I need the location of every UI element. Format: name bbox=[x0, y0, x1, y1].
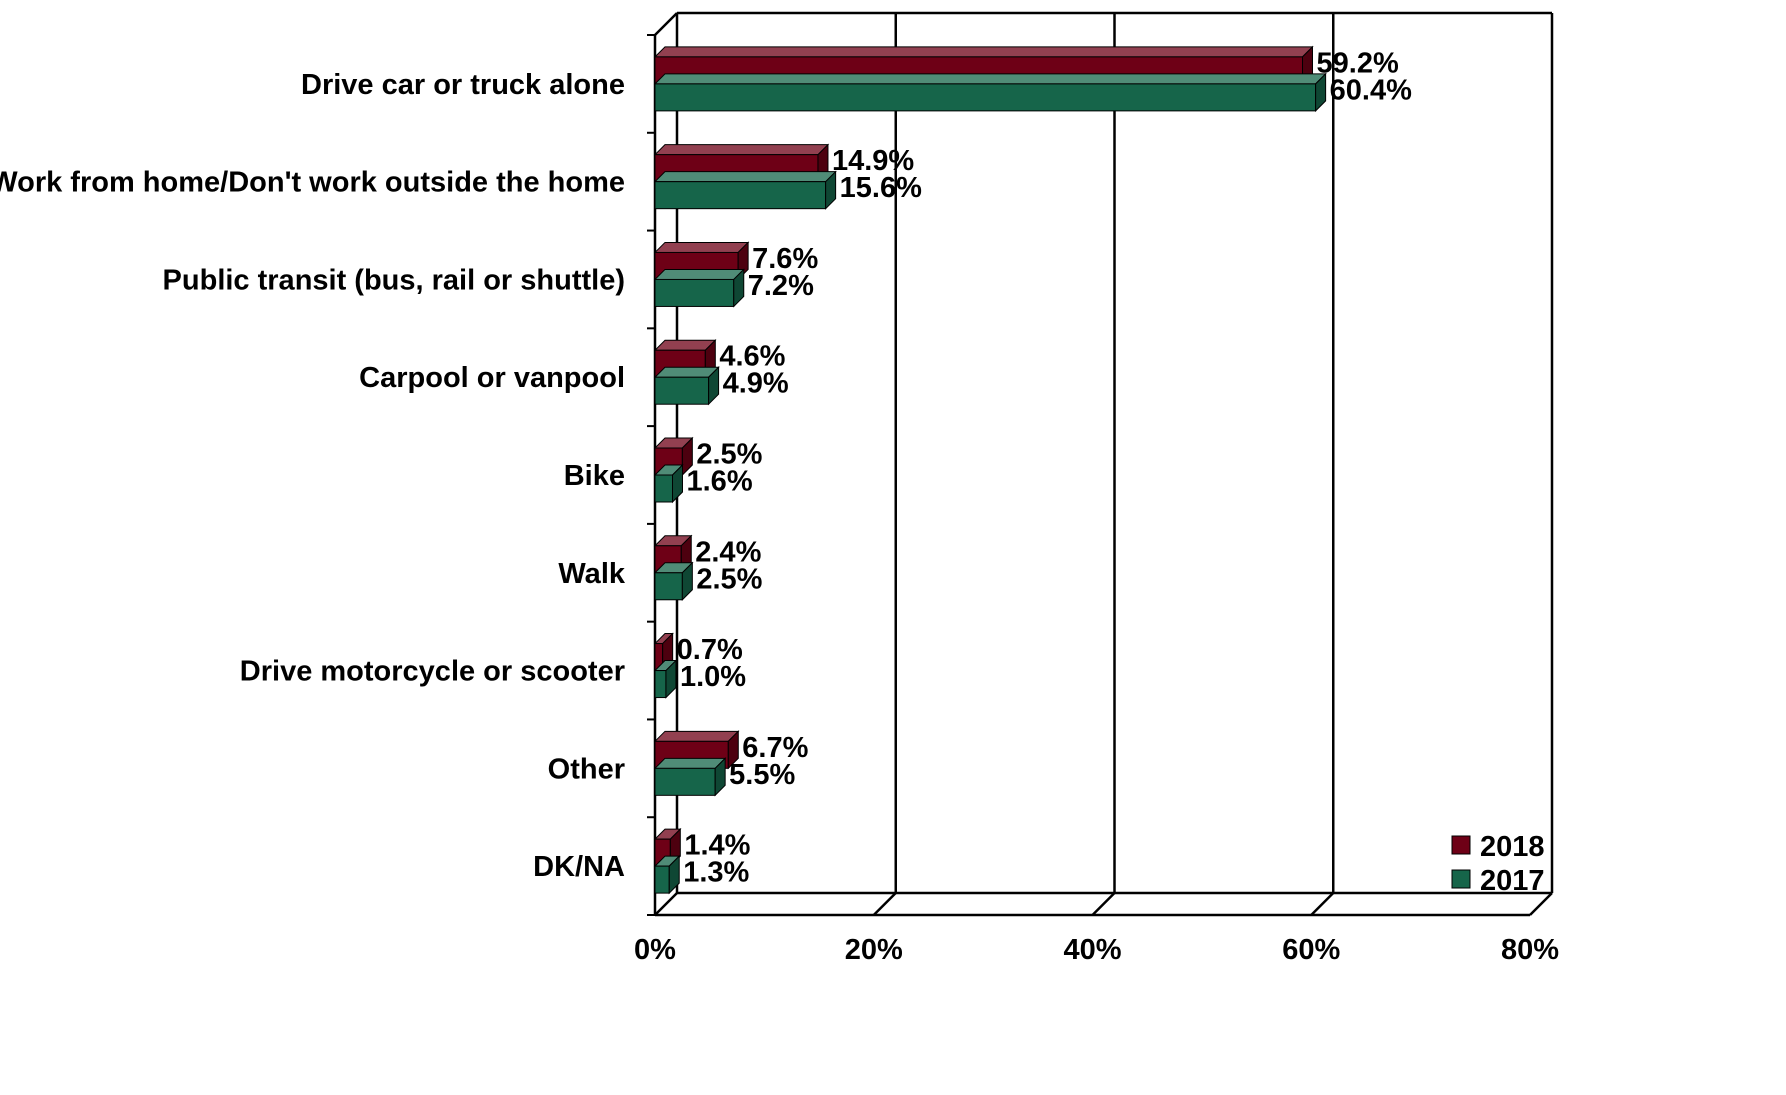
bar-2017 bbox=[653, 268, 745, 308]
data-label: 2.4% bbox=[695, 536, 761, 568]
legend-swatch bbox=[1451, 835, 1471, 855]
bar-side-face bbox=[668, 854, 680, 895]
bar-top-face bbox=[653, 366, 720, 378]
bar-top-face bbox=[653, 757, 727, 769]
category-label: Carpool or vanpool bbox=[359, 362, 625, 394]
data-label: 15.6% bbox=[840, 172, 922, 204]
category-label: Drive car or truck alone bbox=[301, 69, 625, 101]
data-label: 2.5% bbox=[696, 439, 762, 471]
data-label: 5.5% bbox=[729, 759, 795, 791]
bar-side-face bbox=[681, 561, 693, 601]
category-label: Bike bbox=[564, 460, 625, 492]
data-label: 4.9% bbox=[723, 368, 789, 400]
x-tick-label: 60% bbox=[1282, 934, 1340, 966]
bar-2017 bbox=[653, 170, 837, 210]
bar-front-face bbox=[654, 767, 716, 796]
floor-tick-edge bbox=[872, 892, 897, 916]
bar-top-face bbox=[653, 171, 837, 183]
data-label: 2.5% bbox=[696, 563, 762, 595]
category-label: Other bbox=[548, 753, 625, 785]
data-label: 14.9% bbox=[832, 145, 914, 177]
bar-2017 bbox=[653, 72, 1327, 113]
bar-top-face bbox=[653, 730, 740, 742]
x-tick-label: 20% bbox=[845, 934, 903, 966]
x-tick-label: 80% bbox=[1501, 934, 1559, 966]
legend-label: 2017 bbox=[1480, 865, 1545, 897]
data-label: 1.0% bbox=[680, 661, 746, 693]
bar-front-face bbox=[654, 474, 673, 503]
side-wall-top-edge bbox=[654, 12, 678, 36]
x-tick-label: 0% bbox=[634, 934, 676, 966]
category-label: Work from home/Don't work outside the ho… bbox=[0, 167, 625, 199]
bar-front-face bbox=[654, 670, 667, 699]
floor-tick-edge bbox=[1091, 892, 1116, 916]
bar-top-face bbox=[653, 144, 830, 156]
data-label: 4.6% bbox=[719, 341, 785, 373]
bar-front-face bbox=[654, 376, 710, 405]
data-label: 0.7% bbox=[677, 634, 743, 666]
data-label: 7.6% bbox=[752, 243, 818, 275]
category-label: DK/NA bbox=[533, 851, 625, 883]
x-tick-label: 40% bbox=[1063, 934, 1121, 966]
category-label: Drive motorcycle or scooter bbox=[240, 656, 625, 688]
grid-and-axes bbox=[647, 11, 1554, 917]
bar-side-face bbox=[708, 366, 720, 406]
bar-side-face bbox=[672, 463, 683, 504]
bar-side-face bbox=[714, 757, 726, 797]
bar-2017 bbox=[653, 659, 678, 699]
data-label: 7.2% bbox=[748, 270, 814, 302]
bar-2017 bbox=[653, 854, 681, 895]
data-label: 60.4% bbox=[1330, 74, 1412, 106]
bar-2017 bbox=[653, 757, 727, 797]
category-label: Public transit (bus, rail or shuttle) bbox=[163, 264, 625, 296]
data-label: 1.4% bbox=[684, 830, 750, 862]
bar-front-face bbox=[654, 278, 735, 307]
bar-side-face bbox=[1315, 72, 1327, 113]
legend-label: 2018 bbox=[1480, 831, 1545, 863]
floor-tick-edge bbox=[1529, 892, 1553, 916]
bar-front-face bbox=[654, 572, 683, 601]
bars bbox=[653, 45, 1327, 895]
bar-2017 bbox=[653, 463, 684, 504]
bar-top-face bbox=[653, 268, 745, 280]
bar-side-face bbox=[665, 659, 677, 699]
data-label: 59.2% bbox=[1317, 47, 1399, 79]
data-label: 1.6% bbox=[687, 466, 753, 498]
bar-side-face bbox=[825, 170, 837, 210]
bar-2017 bbox=[653, 366, 720, 406]
bar-side-face bbox=[727, 730, 739, 770]
bar-top-face bbox=[653, 46, 1314, 58]
floor-tick-edge bbox=[1310, 892, 1335, 916]
bar-front-face bbox=[654, 181, 827, 210]
data-label: 1.3% bbox=[683, 857, 749, 889]
bar-side-face bbox=[733, 268, 745, 308]
legend-swatch bbox=[1451, 869, 1471, 889]
floor-tick-edge bbox=[654, 892, 678, 916]
category-label: Walk bbox=[558, 558, 625, 590]
data-label: 6.7% bbox=[742, 732, 808, 764]
bar-top-face bbox=[653, 241, 750, 253]
bar-2017 bbox=[653, 561, 694, 601]
bar-top-face bbox=[653, 73, 1327, 85]
bar-front-face bbox=[654, 865, 670, 894]
bar-front-face bbox=[654, 83, 1317, 112]
bar-2018 bbox=[653, 436, 694, 477]
